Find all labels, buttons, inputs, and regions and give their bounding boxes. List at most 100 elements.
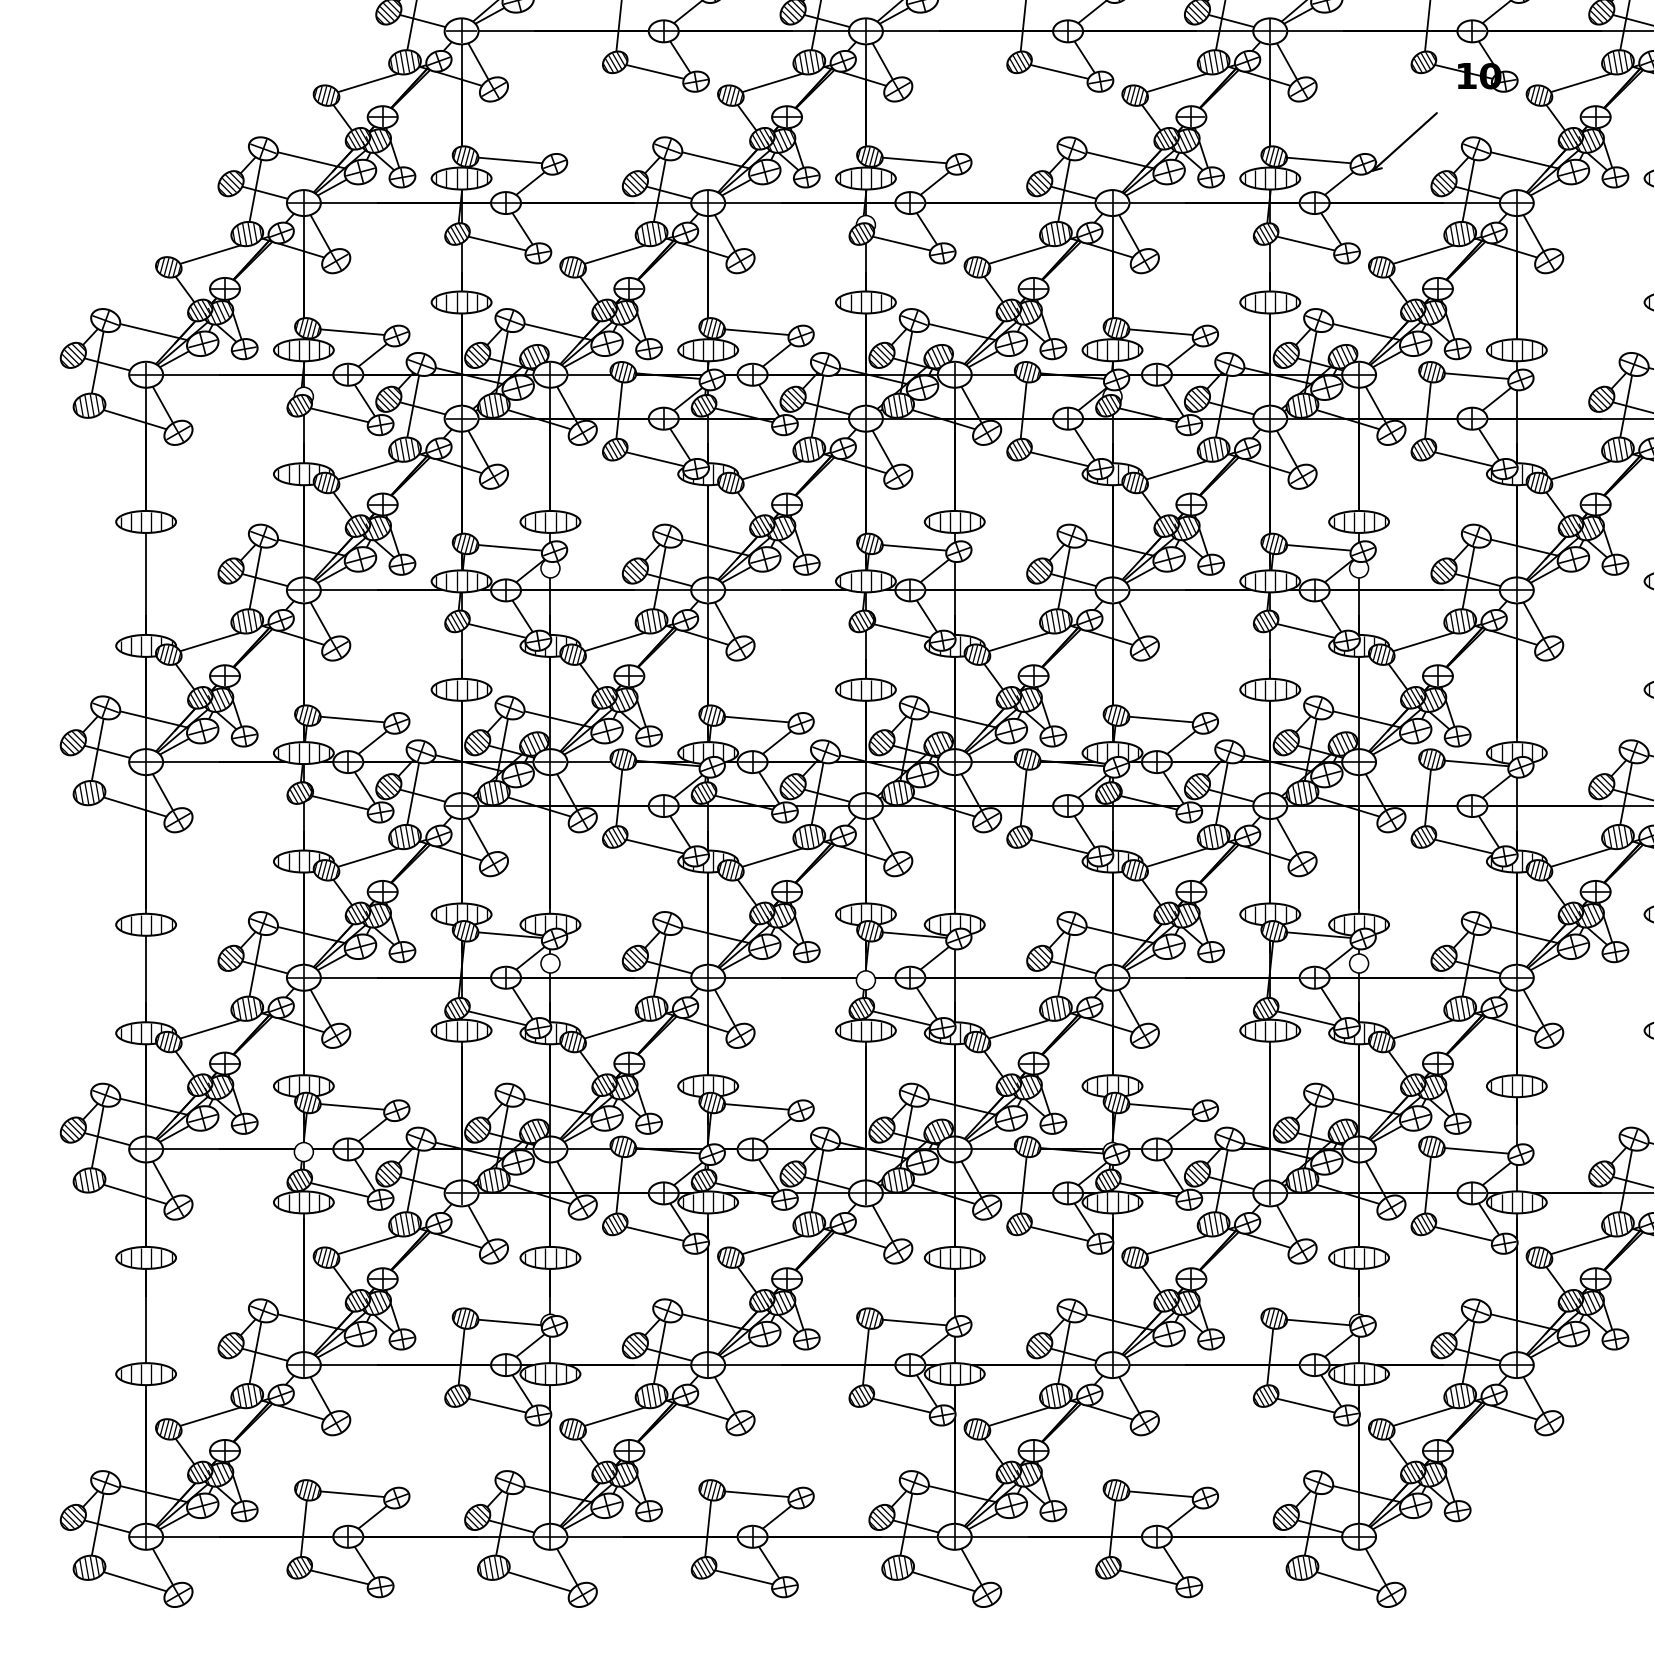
Ellipse shape xyxy=(1602,169,1629,189)
Ellipse shape xyxy=(367,417,394,437)
Ellipse shape xyxy=(1420,1138,1445,1158)
Ellipse shape xyxy=(389,555,415,576)
Ellipse shape xyxy=(189,301,212,323)
Ellipse shape xyxy=(1154,1322,1185,1347)
Ellipse shape xyxy=(1576,1292,1604,1315)
Ellipse shape xyxy=(773,882,803,903)
Ellipse shape xyxy=(1082,463,1142,485)
Ellipse shape xyxy=(367,1190,394,1210)
Ellipse shape xyxy=(973,808,1001,833)
Ellipse shape xyxy=(1445,611,1476,634)
Ellipse shape xyxy=(526,1405,551,1425)
Ellipse shape xyxy=(1334,1405,1360,1425)
Ellipse shape xyxy=(275,340,334,361)
Ellipse shape xyxy=(561,646,586,666)
Ellipse shape xyxy=(210,1052,240,1076)
Ellipse shape xyxy=(622,1333,649,1358)
Ellipse shape xyxy=(1602,52,1633,75)
Ellipse shape xyxy=(679,1191,738,1213)
Ellipse shape xyxy=(849,1385,874,1407)
Ellipse shape xyxy=(1053,1183,1082,1205)
Ellipse shape xyxy=(1142,751,1172,773)
Ellipse shape xyxy=(376,0,402,25)
Ellipse shape xyxy=(445,611,470,632)
Ellipse shape xyxy=(996,1462,1021,1484)
Ellipse shape xyxy=(205,1464,233,1487)
Ellipse shape xyxy=(1418,301,1446,326)
Ellipse shape xyxy=(1077,997,1102,1019)
Ellipse shape xyxy=(367,803,394,823)
Ellipse shape xyxy=(1486,340,1547,361)
Ellipse shape xyxy=(1526,473,1552,494)
Ellipse shape xyxy=(218,947,243,972)
Ellipse shape xyxy=(718,860,743,882)
Ellipse shape xyxy=(674,611,698,631)
Ellipse shape xyxy=(849,999,874,1021)
Ellipse shape xyxy=(611,363,636,383)
Ellipse shape xyxy=(1400,719,1432,744)
Ellipse shape xyxy=(649,22,679,43)
Ellipse shape xyxy=(1581,107,1610,129)
Ellipse shape xyxy=(766,1292,796,1315)
Ellipse shape xyxy=(1286,395,1319,418)
Ellipse shape xyxy=(480,853,508,877)
Ellipse shape xyxy=(362,130,391,154)
Ellipse shape xyxy=(344,1322,376,1347)
Ellipse shape xyxy=(794,942,819,962)
Ellipse shape xyxy=(1329,1119,1357,1144)
Ellipse shape xyxy=(1130,249,1158,274)
Ellipse shape xyxy=(1377,422,1405,445)
Ellipse shape xyxy=(1445,1384,1476,1409)
Ellipse shape xyxy=(1130,1412,1158,1435)
Ellipse shape xyxy=(1240,169,1301,191)
Ellipse shape xyxy=(684,460,708,480)
Ellipse shape xyxy=(521,913,581,937)
Ellipse shape xyxy=(674,1385,698,1405)
Ellipse shape xyxy=(1458,1183,1488,1205)
Ellipse shape xyxy=(925,636,985,657)
Ellipse shape xyxy=(218,1333,243,1358)
Ellipse shape xyxy=(1432,172,1456,197)
Ellipse shape xyxy=(1559,903,1584,925)
Ellipse shape xyxy=(930,1019,955,1039)
Ellipse shape xyxy=(1602,1213,1633,1236)
Ellipse shape xyxy=(1299,192,1329,214)
Ellipse shape xyxy=(996,1494,1028,1517)
Ellipse shape xyxy=(1304,698,1334,719)
Ellipse shape xyxy=(1645,169,1655,191)
Ellipse shape xyxy=(1423,666,1453,688)
Ellipse shape xyxy=(465,343,490,368)
Ellipse shape xyxy=(478,1556,510,1579)
Ellipse shape xyxy=(1053,22,1082,43)
Ellipse shape xyxy=(1041,340,1066,360)
Ellipse shape xyxy=(1193,1101,1218,1121)
Ellipse shape xyxy=(432,169,492,191)
Ellipse shape xyxy=(323,1024,351,1049)
Ellipse shape xyxy=(692,397,717,417)
Ellipse shape xyxy=(367,882,397,903)
Ellipse shape xyxy=(773,1268,803,1290)
Ellipse shape xyxy=(938,1138,971,1163)
Ellipse shape xyxy=(900,1084,928,1108)
Ellipse shape xyxy=(1253,20,1288,45)
Ellipse shape xyxy=(116,1363,175,1385)
Ellipse shape xyxy=(333,751,364,773)
Ellipse shape xyxy=(1198,438,1230,462)
Ellipse shape xyxy=(74,781,106,806)
Ellipse shape xyxy=(526,244,551,264)
Ellipse shape xyxy=(286,191,321,217)
Ellipse shape xyxy=(189,1462,212,1484)
Ellipse shape xyxy=(1311,376,1342,402)
Ellipse shape xyxy=(1311,1151,1342,1174)
Ellipse shape xyxy=(965,1032,990,1052)
Ellipse shape xyxy=(857,147,882,167)
Ellipse shape xyxy=(478,781,510,806)
Ellipse shape xyxy=(1019,279,1049,301)
Ellipse shape xyxy=(367,1578,394,1598)
Ellipse shape xyxy=(1008,1215,1031,1235)
Ellipse shape xyxy=(996,301,1021,323)
Ellipse shape xyxy=(1418,1076,1446,1099)
Ellipse shape xyxy=(232,1501,258,1521)
Ellipse shape xyxy=(478,1169,510,1193)
Ellipse shape xyxy=(794,169,819,189)
